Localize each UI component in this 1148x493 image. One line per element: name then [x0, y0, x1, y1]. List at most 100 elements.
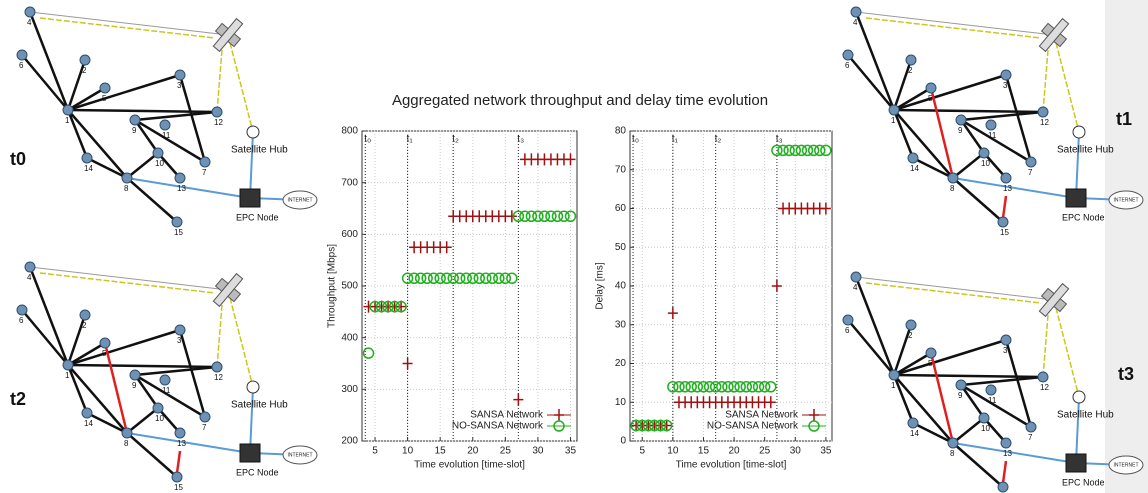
link — [893, 86, 932, 112]
x-axis-label: Time evolution [time-slot] — [414, 460, 525, 471]
x-tick-label: 20 — [467, 446, 479, 457]
point — [499, 272, 512, 284]
radio-link — [227, 34, 254, 133]
point — [685, 381, 697, 393]
hub-label: Satellite Hub — [231, 400, 288, 411]
point — [362, 347, 375, 359]
node — [997, 481, 1009, 493]
node-label: 3 — [1003, 81, 1008, 90]
node — [842, 314, 854, 326]
link — [66, 59, 87, 111]
node — [1025, 156, 1037, 168]
point — [506, 210, 517, 223]
node — [850, 6, 862, 18]
node-label: 9 — [132, 126, 137, 135]
point — [642, 419, 655, 432]
link — [893, 73, 1007, 112]
point — [722, 381, 734, 393]
plot-area — [361, 130, 578, 442]
fiber-link — [952, 177, 1077, 199]
x-tick-label: 25 — [500, 446, 512, 457]
link — [854, 11, 896, 111]
point — [691, 381, 704, 393]
link — [952, 177, 1004, 223]
node — [129, 114, 141, 126]
node — [99, 82, 111, 94]
link — [126, 432, 178, 478]
point — [789, 144, 802, 157]
time-label: t1 — [1116, 109, 1132, 129]
node — [1025, 421, 1037, 433]
satellite-link — [29, 266, 229, 291]
legend-marker — [808, 420, 820, 432]
x-tick-label: 30 — [532, 446, 544, 457]
legend-label: NO-SANSA Network — [452, 421, 544, 432]
node — [985, 119, 997, 131]
node-label: 12 — [1040, 383, 1049, 392]
node — [159, 374, 171, 386]
point — [734, 381, 746, 393]
point — [408, 272, 420, 284]
link — [67, 328, 181, 367]
node-label: 2 — [908, 331, 913, 340]
link — [157, 407, 181, 434]
node-label: 10 — [155, 414, 164, 423]
link — [178, 329, 207, 418]
node-label: 13 — [1003, 184, 1012, 193]
y-tick-label: 800 — [341, 126, 358, 137]
point — [771, 144, 783, 157]
link — [893, 373, 1044, 379]
point — [679, 381, 691, 393]
node-label: 13 — [177, 439, 186, 448]
point — [493, 272, 505, 284]
node-label: 10 — [981, 159, 990, 168]
satellite-link — [855, 11, 1055, 36]
y-tick-label: 30 — [615, 319, 627, 330]
point — [795, 144, 808, 157]
node-label: 13 — [1003, 449, 1012, 458]
point — [564, 210, 577, 222]
link — [28, 11, 70, 111]
node-label: 9 — [132, 381, 137, 390]
node — [79, 309, 91, 321]
node — [121, 172, 133, 184]
node — [978, 412, 990, 424]
node-label: 2 — [82, 66, 87, 75]
fiber-link — [126, 432, 251, 454]
x-tick-label: 5 — [639, 446, 645, 457]
node — [81, 407, 93, 419]
x-tick-label: 5 — [372, 446, 378, 457]
legend-label: NO-SANSA Network — [707, 421, 799, 432]
point — [440, 272, 453, 284]
node — [1000, 172, 1012, 184]
node-label: 3 — [177, 81, 182, 90]
point — [716, 381, 728, 393]
link — [952, 152, 985, 179]
node-label: 11 — [988, 131, 997, 140]
radio-link — [39, 272, 216, 294]
node — [1037, 371, 1049, 383]
y-tick-label: 700 — [341, 177, 358, 188]
link — [952, 417, 985, 444]
radio-link — [39, 17, 216, 39]
link — [66, 364, 89, 414]
node-label: 8 — [950, 184, 955, 193]
node-label: 5 — [102, 94, 107, 103]
link — [67, 363, 218, 369]
internet-cloud — [282, 190, 318, 210]
link — [912, 421, 954, 445]
x-tick-label: 15 — [698, 446, 710, 457]
node — [925, 82, 937, 94]
link — [126, 177, 178, 223]
hub-dish — [1072, 125, 1086, 139]
link — [1004, 74, 1033, 163]
node-label: 7 — [1028, 168, 1033, 177]
event-label: t₁ — [407, 134, 414, 145]
link — [847, 54, 895, 111]
node — [199, 411, 211, 423]
time-label: t2 — [10, 389, 26, 409]
point — [771, 280, 782, 292]
node-label: 5 — [928, 94, 933, 103]
legend-marker — [554, 409, 564, 421]
